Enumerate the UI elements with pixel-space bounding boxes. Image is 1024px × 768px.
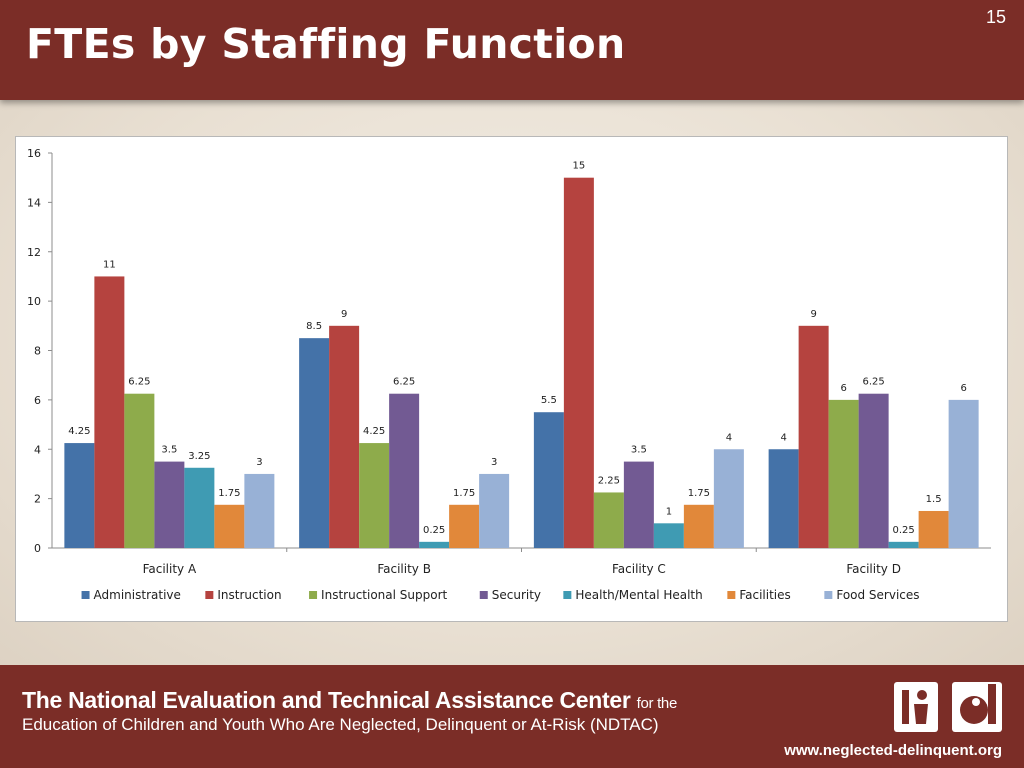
data-label: 0.25 — [892, 525, 914, 536]
website-url: www.neglected-delinquent.org — [784, 742, 1002, 759]
y-tick-label: 6 — [34, 394, 41, 407]
bar — [858, 393, 889, 548]
bar — [94, 276, 125, 548]
legend-label: Instructional Support — [321, 588, 447, 602]
bar — [419, 541, 450, 548]
x-tick-label: Facility C — [612, 562, 666, 576]
data-label: 1 — [666, 506, 672, 517]
org-name-suffix: for the — [636, 695, 678, 712]
bar — [299, 338, 330, 548]
bar — [768, 449, 799, 548]
data-label: 1.75 — [218, 488, 240, 499]
y-tick-label: 10 — [27, 295, 41, 308]
org-name-text: The National Evaluation and Technical As… — [22, 687, 631, 713]
data-label: 5.5 — [541, 395, 557, 406]
bar — [623, 461, 654, 548]
bar-chart: 0 2 4 6 8 10 12 14 16 4.25 11 6.25 3.5 3.25 1.75 3 Facil… — [15, 136, 1008, 622]
legend-swatch — [727, 591, 736, 599]
bar — [64, 443, 95, 548]
data-label: 4 — [726, 432, 732, 443]
legend-label: Health/Mental Health — [575, 588, 702, 602]
bar — [888, 541, 919, 548]
legend-label: Food Services — [836, 588, 919, 602]
y-tick-label: 8 — [34, 345, 41, 358]
bar — [653, 523, 684, 548]
bar — [154, 461, 185, 548]
bar — [798, 325, 829, 548]
data-label: 6 — [840, 383, 846, 394]
y-tick-label: 16 — [27, 147, 41, 160]
slide-title: FTEs by Staffing Function — [26, 20, 626, 68]
y-tick-label: 2 — [34, 493, 41, 506]
data-label: 9 — [810, 309, 816, 320]
data-label: 6.25 — [393, 377, 415, 388]
footer-bar: The National Evaluation and Technical As… — [0, 665, 1024, 768]
bar — [184, 467, 215, 548]
data-label: 15 — [573, 161, 586, 172]
legend-swatch — [309, 591, 318, 599]
legend-label: Facilities — [739, 588, 790, 602]
bar — [713, 449, 744, 548]
data-label: 4.25 — [68, 426, 90, 437]
legend-swatch — [479, 591, 488, 599]
y-tick-label: 4 — [34, 443, 41, 456]
bar — [683, 504, 714, 548]
legend-swatch — [81, 591, 90, 599]
bar — [479, 473, 510, 548]
legend-swatch — [563, 591, 572, 599]
ndtac-logo-icon — [894, 682, 1002, 732]
chart-svg: 02468101214164.25116.253.53.251.753Facil… — [27, 147, 991, 602]
data-label: 6.25 — [128, 377, 150, 388]
bar — [948, 399, 979, 548]
bar — [533, 412, 564, 548]
y-tick-label: 12 — [27, 246, 41, 259]
bar — [389, 393, 420, 548]
legend-swatch — [205, 591, 214, 599]
org-name: The National Evaluation and Technical As… — [22, 687, 677, 714]
bar — [244, 473, 275, 548]
y-tick-label: 0 — [34, 542, 41, 555]
legend-label: Administrative — [94, 588, 181, 602]
org-description: Education of Children and Youth Who Are … — [22, 715, 659, 734]
data-label: 3.5 — [161, 445, 177, 456]
x-tick-label: Facility A — [143, 562, 197, 576]
data-label: 6 — [960, 383, 966, 394]
bar — [449, 504, 480, 548]
data-label: 3 — [256, 457, 262, 468]
data-label: 9 — [341, 309, 347, 320]
data-label: 8.5 — [306, 321, 322, 332]
title-bar: FTEs by Staffing Function 15 — [0, 0, 1024, 100]
data-label: 11 — [103, 259, 116, 270]
data-label: 3.5 — [631, 445, 647, 456]
data-label: 1.75 — [453, 488, 475, 499]
data-label: 1.5 — [926, 494, 942, 505]
y-tick-label: 14 — [27, 196, 41, 209]
data-label: 3.25 — [188, 451, 210, 462]
data-label: 6.25 — [862, 377, 884, 388]
data-label: 4.25 — [363, 426, 385, 437]
legend-swatch — [824, 591, 833, 599]
data-label: 1.75 — [688, 488, 710, 499]
x-tick-label: Facility D — [846, 562, 901, 576]
slide-number: 15 — [985, 7, 1006, 27]
legend-label: Instruction — [217, 588, 281, 602]
bar — [329, 325, 360, 548]
legend-label: Security — [492, 588, 541, 602]
bar — [828, 399, 859, 548]
data-label: 3 — [491, 457, 497, 468]
data-label: 4 — [780, 432, 786, 443]
bar — [593, 492, 624, 548]
data-label: 2.25 — [598, 475, 620, 486]
bar — [563, 177, 594, 548]
bar — [214, 504, 245, 548]
bar — [918, 510, 949, 548]
bar — [359, 443, 390, 548]
x-tick-label: Facility B — [377, 562, 431, 576]
bar — [124, 393, 155, 548]
data-label: 0.25 — [423, 525, 445, 536]
